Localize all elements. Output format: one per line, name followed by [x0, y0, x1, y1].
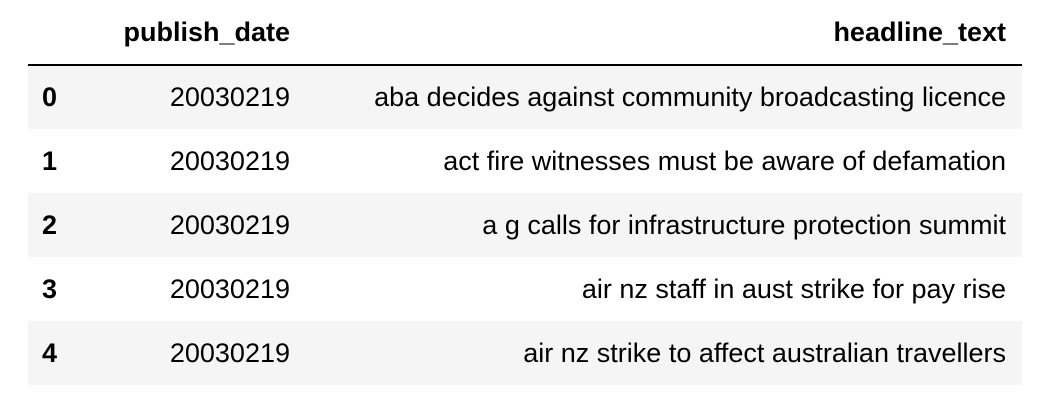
row-index: 1 — [42, 145, 58, 176]
table-row: 4 20030219 air nz strike to affect austr… — [28, 321, 1022, 385]
dataframe-output: publish_date headline_text 0 20030219 ab… — [28, 0, 1022, 385]
publish-date-cell: 20030219 — [169, 82, 290, 112]
table-row: 1 20030219 act fire witnesses must be aw… — [28, 129, 1022, 193]
publish-date-cell: 20030219 — [169, 209, 290, 240]
row-index: 2 — [42, 209, 58, 240]
headline-text-cell: air nz staff in aust strike for pay rise — [581, 273, 1006, 304]
row-index: 0 — [42, 82, 58, 112]
table-row: 0 20030219 aba decides against community… — [28, 65, 1022, 129]
dataframe-table: publish_date headline_text 0 20030219 ab… — [28, 0, 1022, 385]
headline-text-column-header: headline_text — [306, 0, 1022, 66]
table-row: 2 20030219 a g calls for infrastructure … — [28, 193, 1022, 257]
header-row: publish_date headline_text — [28, 0, 1022, 66]
table-header: publish_date headline_text — [28, 0, 1022, 66]
table-body: 0 20030219 aba decides against community… — [28, 65, 1022, 385]
headline-text-cell: aba decides against community broadcasti… — [374, 82, 1006, 112]
headline-text-cell: a g calls for infrastructure protection … — [482, 209, 1006, 240]
publish-date-cell: 20030219 — [169, 273, 290, 304]
publish-date-column-header: publish_date — [86, 0, 306, 66]
publish-date-cell: 20030219 — [169, 337, 290, 368]
headline-text-cell: air nz strike to affect australian trave… — [523, 337, 1006, 368]
row-index: 3 — [42, 273, 58, 304]
table-row: 3 20030219 air nz staff in aust strike f… — [28, 257, 1022, 321]
index-column-header — [28, 0, 86, 66]
publish-date-cell: 20030219 — [169, 145, 290, 176]
row-index: 4 — [42, 337, 58, 368]
headline-text-cell: act fire witnesses must be aware of defa… — [443, 145, 1006, 176]
